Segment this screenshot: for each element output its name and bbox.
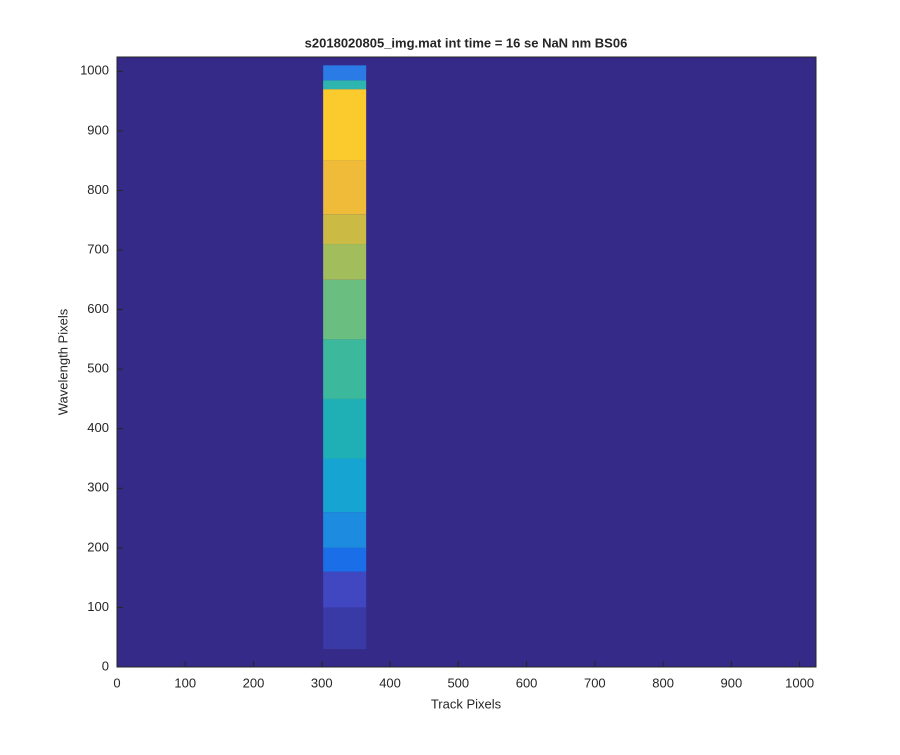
band-cell xyxy=(323,80,367,90)
y-tick-label: 500 xyxy=(87,361,109,376)
x-tick-label: 500 xyxy=(447,675,469,690)
band-cell xyxy=(323,65,367,81)
band-cell xyxy=(323,571,367,608)
axes-box xyxy=(116,56,817,668)
x-tick-label: 300 xyxy=(311,675,333,690)
y-tick-label: 800 xyxy=(87,182,109,197)
band-cell xyxy=(323,458,367,513)
x-tick-label: 400 xyxy=(379,675,401,690)
chart-title: s2018020805_img.mat int time = 16 se NaN… xyxy=(305,35,628,50)
band-cell xyxy=(323,279,367,340)
x-tick-label: 900 xyxy=(721,675,743,690)
y-tick-label: 600 xyxy=(87,301,109,316)
x-tick-label: 1000 xyxy=(785,675,814,690)
band-cell xyxy=(323,214,367,245)
y-tick-label: 400 xyxy=(87,420,109,435)
x-tick-label: 200 xyxy=(243,675,265,690)
image-background xyxy=(117,57,816,667)
x-tick-label: 700 xyxy=(584,675,606,690)
y-tick-label: 900 xyxy=(87,122,109,137)
band-cell xyxy=(323,512,367,548)
x-tick-label: 100 xyxy=(174,675,196,690)
x-tick-label: 600 xyxy=(516,675,538,690)
band-cell xyxy=(323,160,367,215)
x-tick-label: 800 xyxy=(652,675,674,690)
y-tick-label: 100 xyxy=(87,599,109,614)
y-axis-label: Wavelength Pixels xyxy=(55,308,70,415)
band-cell xyxy=(323,607,367,650)
band-cell xyxy=(323,547,367,572)
x-axis-label: Track Pixels xyxy=(431,696,502,711)
y-tick-label: 700 xyxy=(87,241,109,256)
band-cell xyxy=(323,339,367,399)
y-tick-label: 0 xyxy=(102,658,109,673)
band-cell xyxy=(323,244,367,280)
x-tick-label: 0 xyxy=(113,675,120,690)
band-cell xyxy=(323,398,367,459)
y-tick-label: 1000 xyxy=(80,63,109,78)
band-cell xyxy=(323,89,367,161)
y-tick-label: 200 xyxy=(87,539,109,554)
y-tick-label: 300 xyxy=(87,480,109,495)
